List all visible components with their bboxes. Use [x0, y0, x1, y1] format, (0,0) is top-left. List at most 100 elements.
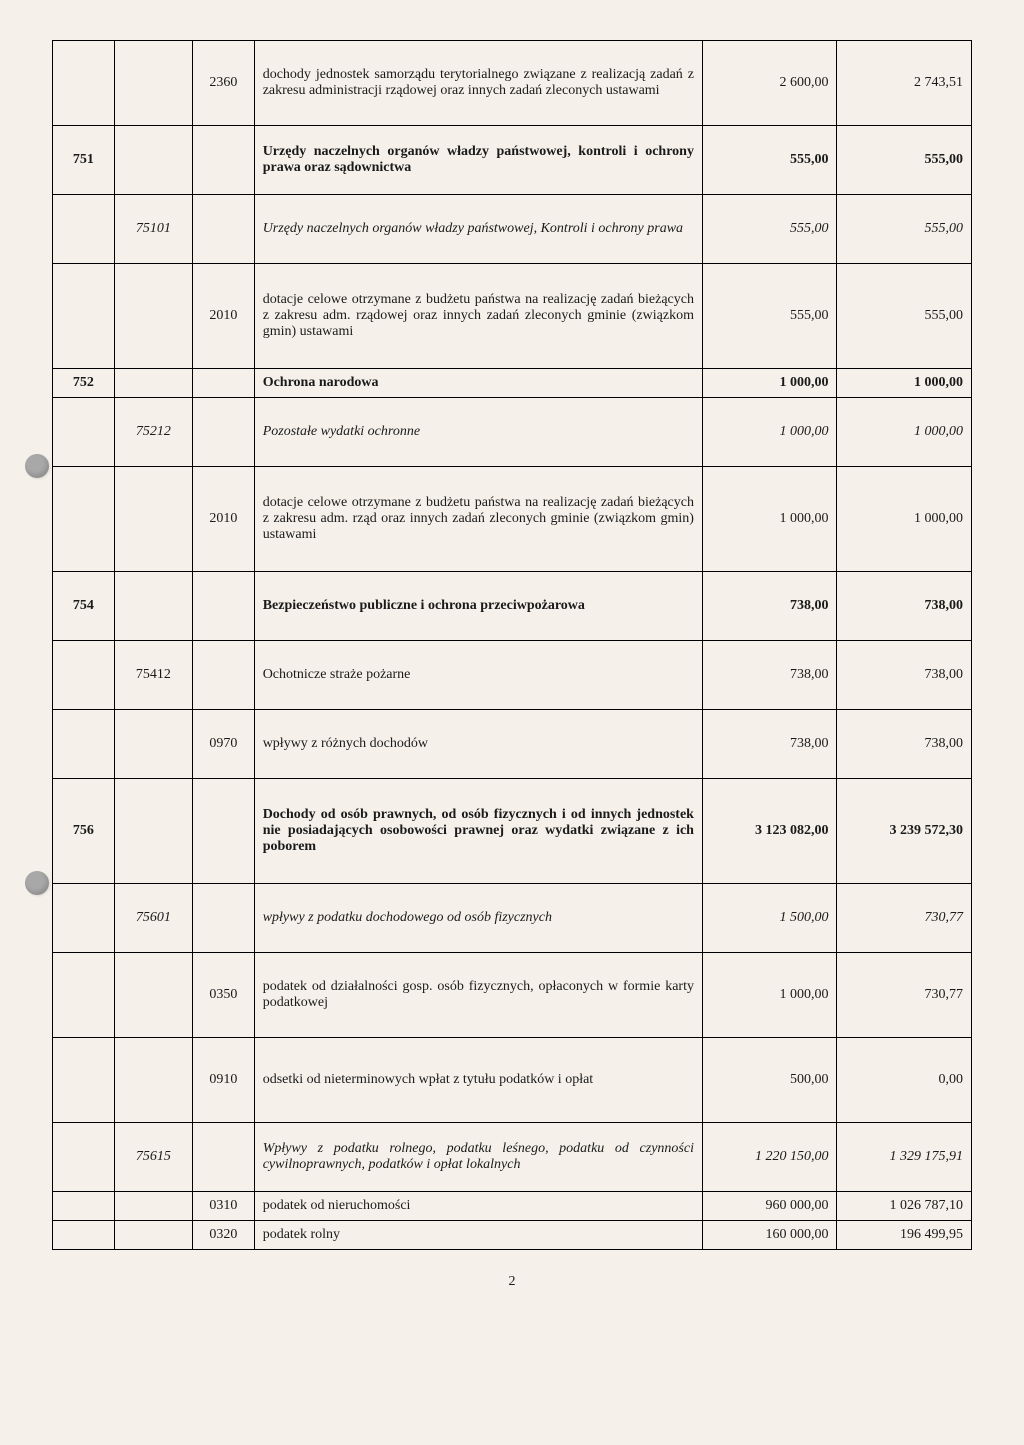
- code-cell: 751: [53, 126, 115, 195]
- desc-cell: Bezpieczeństwo publiczne i ochrona przec…: [254, 572, 702, 641]
- code-cell: [114, 467, 192, 572]
- code-cell: [193, 779, 255, 884]
- value-cell: 500,00: [702, 1038, 836, 1123]
- code-cell: 0320: [193, 1221, 255, 1250]
- table-row: 75601wpływy z podatku dochodowego od osó…: [53, 884, 972, 953]
- code-cell: 0350: [193, 953, 255, 1038]
- desc-cell: podatek od działalności gosp. osób fizyc…: [254, 953, 702, 1038]
- value-cell: 2 600,00: [702, 41, 836, 126]
- desc-cell: dochody jednostek samorządu terytorialne…: [254, 41, 702, 126]
- code-cell: 75212: [114, 398, 192, 467]
- code-cell: 2360: [193, 41, 255, 126]
- code-cell: 752: [53, 369, 115, 398]
- value-cell: 738,00: [702, 572, 836, 641]
- desc-cell: Wpływy z podatku rolnego, podatku leśneg…: [254, 1123, 702, 1192]
- code-cell: [193, 884, 255, 953]
- value-cell: 555,00: [837, 126, 972, 195]
- value-cell: 1 329 175,91: [837, 1123, 972, 1192]
- value-cell: 738,00: [837, 641, 972, 710]
- code-cell: 75412: [114, 641, 192, 710]
- desc-cell: Urzędy naczelnych organów władzy państwo…: [254, 126, 702, 195]
- code-cell: 75101: [114, 195, 192, 264]
- code-cell: [53, 1221, 115, 1250]
- code-cell: 754: [53, 572, 115, 641]
- value-cell: 196 499,95: [837, 1221, 972, 1250]
- value-cell: 555,00: [837, 264, 972, 369]
- value-cell: 730,77: [837, 953, 972, 1038]
- table-row: 75412Ochotnicze straże pożarne738,00738,…: [53, 641, 972, 710]
- value-cell: 1 000,00: [837, 369, 972, 398]
- code-cell: [193, 369, 255, 398]
- desc-cell: wpływy z różnych dochodów: [254, 710, 702, 779]
- value-cell: 555,00: [702, 264, 836, 369]
- table-row: 2010dotacje celowe otrzymane z budżetu p…: [53, 467, 972, 572]
- code-cell: 2010: [193, 467, 255, 572]
- code-cell: [114, 710, 192, 779]
- desc-cell: podatek od nieruchomości: [254, 1192, 702, 1221]
- code-cell: 0310: [193, 1192, 255, 1221]
- table-row: 75101 Urzędy naczelnych organów władzy pa…: [53, 195, 972, 264]
- value-cell: 1 220 150,00: [702, 1123, 836, 1192]
- value-cell: 555,00: [702, 195, 836, 264]
- value-cell: 738,00: [702, 641, 836, 710]
- table-row: 0910odsetki od nieterminowych wpłat z ty…: [53, 1038, 972, 1123]
- table-row: 0350podatek od działalności gosp. osób f…: [53, 953, 972, 1038]
- value-cell: 0,00: [837, 1038, 972, 1123]
- value-cell: 1 000,00: [702, 953, 836, 1038]
- code-cell: 2010: [193, 264, 255, 369]
- value-cell: 738,00: [837, 572, 972, 641]
- code-cell: 0910: [193, 1038, 255, 1123]
- code-cell: [53, 953, 115, 1038]
- code-cell: 0970: [193, 710, 255, 779]
- page-number: 2: [52, 1274, 972, 1290]
- desc-cell: wpływy z podatku dochodowego od osób fiz…: [254, 884, 702, 953]
- code-cell: [53, 1192, 115, 1221]
- desc-cell: Dochody od osób prawnych, od osób fizycz…: [254, 779, 702, 884]
- table-row: 0310podatek od nieruchomości960 000,001 …: [53, 1192, 972, 1221]
- value-cell: 738,00: [702, 710, 836, 779]
- table-row: 2360dochody jednostek samorządu terytori…: [53, 41, 972, 126]
- value-cell: 3 123 082,00: [702, 779, 836, 884]
- code-cell: [53, 1123, 115, 1192]
- value-cell: 1 500,00: [702, 884, 836, 953]
- value-cell: 555,00: [837, 195, 972, 264]
- desc-cell: Urzędy naczelnych organów władzy państwo…: [254, 195, 702, 264]
- table-row: 751 Urzędy naczelnych organów władzy pańs…: [53, 126, 972, 195]
- value-cell: 1 000,00: [837, 398, 972, 467]
- code-cell: [193, 572, 255, 641]
- table-row: 754 Bezpieczeństwo publiczne i ochrona pr…: [53, 572, 972, 641]
- table-row: 752Ochrona narodowa1 000,001 000,00: [53, 369, 972, 398]
- code-cell: [114, 572, 192, 641]
- code-cell: [53, 264, 115, 369]
- code-cell: [193, 195, 255, 264]
- code-cell: 756: [53, 779, 115, 884]
- code-cell: [114, 41, 192, 126]
- code-cell: [114, 1221, 192, 1250]
- desc-cell: Ochotnicze straże pożarne: [254, 641, 702, 710]
- desc-cell: Pozostałe wydatki ochronne: [254, 398, 702, 467]
- value-cell: 2 743,51: [837, 41, 972, 126]
- budget-table: 2360dochody jednostek samorządu terytori…: [52, 40, 972, 1250]
- code-cell: [53, 467, 115, 572]
- code-cell: [53, 710, 115, 779]
- value-cell: 1 000,00: [702, 467, 836, 572]
- code-cell: [53, 41, 115, 126]
- code-cell: [53, 884, 115, 953]
- code-cell: [114, 779, 192, 884]
- table-row: 75212Pozostałe wydatki ochronne1 000,001…: [53, 398, 972, 467]
- value-cell: 1 000,00: [702, 398, 836, 467]
- table-row: 0970wpływy z różnych dochodów738,00738,0…: [53, 710, 972, 779]
- code-cell: [53, 641, 115, 710]
- hole-punch-icon: [25, 454, 49, 478]
- value-cell: 1 000,00: [837, 467, 972, 572]
- hole-punch-icon: [25, 871, 49, 895]
- code-cell: [114, 1192, 192, 1221]
- code-cell: [193, 126, 255, 195]
- value-cell: 738,00: [837, 710, 972, 779]
- value-cell: 3 239 572,30: [837, 779, 972, 884]
- desc-cell: podatek rolny: [254, 1221, 702, 1250]
- code-cell: [114, 1038, 192, 1123]
- value-cell: 960 000,00: [702, 1192, 836, 1221]
- code-cell: [53, 1038, 115, 1123]
- code-cell: [193, 398, 255, 467]
